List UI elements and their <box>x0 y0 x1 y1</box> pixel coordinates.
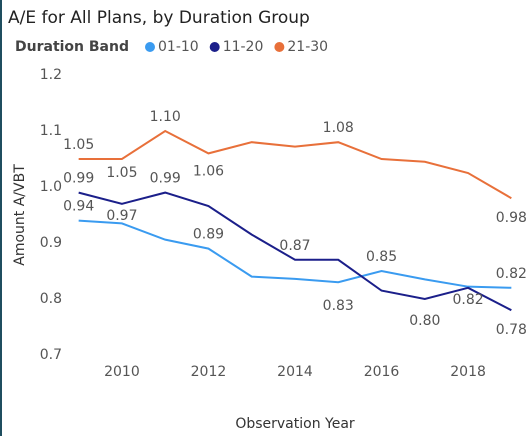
legend-marker <box>145 42 155 52</box>
frame-edge <box>0 0 2 436</box>
legend-title: Duration Band <box>15 39 129 55</box>
data-label: 1.06 <box>193 163 224 179</box>
data-label: 0.97 <box>106 208 137 224</box>
data-label: 0.85 <box>366 249 397 265</box>
data-label: 0.94 <box>63 199 94 215</box>
chart-title: A/E for All Plans, by Duration Group <box>8 8 310 28</box>
data-label: 0.78 <box>496 322 526 338</box>
legend-marker <box>209 42 220 52</box>
y-tick-label: 1.1 <box>40 123 62 139</box>
data-label: 0.99 <box>150 171 181 187</box>
y-axis-title: Amount A/VBT <box>12 164 28 266</box>
legend-marker <box>274 42 285 52</box>
x-tick-label: 2010 <box>104 364 140 380</box>
legend-label: 11-20 <box>223 39 264 55</box>
data-label: 0.98 <box>496 210 526 226</box>
data-label: 0.99 <box>63 171 94 187</box>
series-line <box>78 191 512 312</box>
data-label: 1.05 <box>63 137 94 153</box>
legend-label: 01-10 <box>158 39 199 55</box>
x-axis-title: Observation Year <box>235 416 355 432</box>
series-line <box>78 129 512 200</box>
y-tick-label: 0.7 <box>40 347 62 363</box>
x-tick-label: 2018 <box>450 364 486 380</box>
series-line <box>78 219 512 289</box>
data-label: 0.82 <box>496 266 526 282</box>
data-label: 0.83 <box>323 298 354 314</box>
x-tick-label: 2012 <box>191 364 227 380</box>
y-tick-label: 0.9 <box>40 235 62 251</box>
data-label: 0.89 <box>193 227 224 243</box>
data-label: 1.08 <box>323 120 354 136</box>
data-label: 0.80 <box>409 313 440 329</box>
y-tick-label: 1.2 <box>40 67 62 83</box>
data-label: 1.10 <box>150 109 181 125</box>
legend-label: 21-30 <box>287 39 328 55</box>
data-label: 0.87 <box>279 238 310 254</box>
y-tick-label: 1.0 <box>40 179 62 195</box>
data-label: 1.05 <box>106 165 137 181</box>
y-tick-label: 0.8 <box>40 291 62 307</box>
x-tick-label: 2014 <box>277 364 313 380</box>
x-tick-label: 2016 <box>364 364 400 380</box>
data-label: 0.82 <box>452 292 483 308</box>
